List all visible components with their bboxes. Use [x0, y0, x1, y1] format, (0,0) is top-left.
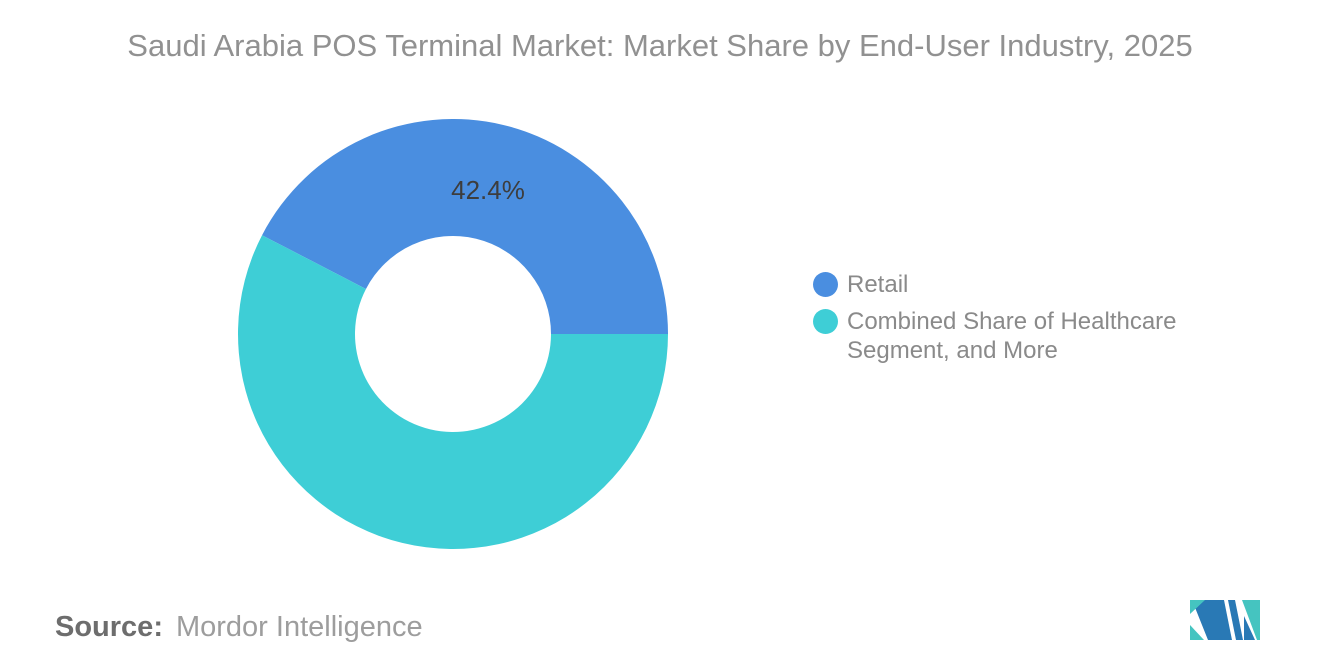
donut-slice-combined-share-of-healthcare-segment-and-more[interactable] — [238, 235, 668, 549]
legend-label-healthcare-and-more: Combined Share of Healthcare Segment, an… — [847, 308, 1177, 364]
slice-data-label: 42.4% — [451, 175, 525, 205]
logo-right-blue-triangle — [1244, 616, 1255, 640]
logo-bottom-left-teal-triangle — [1190, 625, 1204, 640]
donut-slice-retail[interactable] — [262, 119, 668, 334]
chart-title: Saudi Arabia POS Terminal Market: Market… — [127, 28, 1193, 63]
legend: Retail Combined Share of Healthcare Segm… — [813, 270, 1263, 373]
legend-label-retail: Retail — [847, 271, 909, 298]
logo-left-blue-stroke — [1192, 600, 1232, 640]
logo-top-left-teal-triangle — [1190, 600, 1205, 614]
legend-item-retail[interactable]: Retail — [813, 270, 1263, 299]
donut-chart[interactable]: 42.4% — [238, 119, 668, 549]
logo-right-teal-shape — [1242, 600, 1260, 640]
source-line: Source: Mordor Intelligence — [55, 611, 423, 643]
source-value: Mordor Intelligence — [175, 611, 423, 643]
legend-item-healthcare-and-more[interactable]: Combined Share of Healthcare Segment, an… — [813, 307, 1263, 365]
legend-marker-healthcare-and-more — [813, 309, 838, 334]
logo-middle-blue-stroke — [1228, 600, 1243, 640]
legend-marker-retail — [813, 272, 838, 297]
source-label: Source: — [55, 611, 163, 643]
mordor-intelligence-logo — [1190, 600, 1260, 640]
